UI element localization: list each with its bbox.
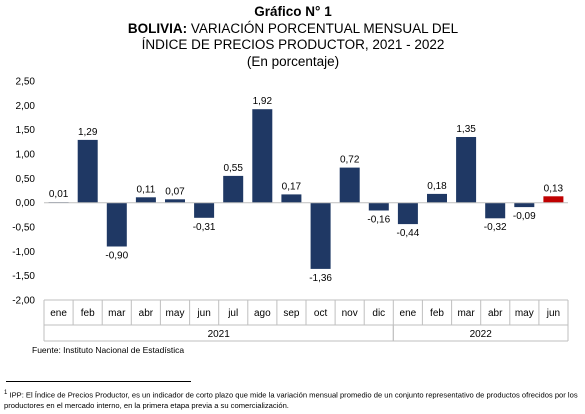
bar-sep: [281, 194, 302, 203]
x-tick-label: nov: [342, 308, 358, 319]
year-label: 2021: [208, 329, 231, 340]
x-tick-label: mar: [457, 308, 475, 319]
source-note: Fuente: Instituto Nacional de Estadístic…: [32, 345, 185, 355]
data-label: 0,17: [282, 181, 302, 192]
x-tick-label: may: [515, 308, 534, 319]
y-tick-label: -1,00: [12, 247, 35, 258]
x-tick-label: jul: [227, 308, 238, 319]
y-axis: 2,50 2,00 1,50 1,00 0,50 0,00 -0,50 -1,00 -1,50 -…: [12, 77, 35, 307]
x-tick-label: feb: [81, 308, 95, 319]
y-tick-label: 2,50: [16, 77, 36, 88]
x-tick-label: ene: [400, 308, 417, 319]
chart-title-line-2: ÍNDICE DE PRECIOS PRODUCTOR, 2021 - 2022: [142, 37, 445, 52]
bar-nov: [339, 167, 360, 203]
bar-dic: [368, 202, 389, 211]
data-label: 0,55: [223, 163, 243, 174]
chart-subtitle: (En porcentaje): [247, 54, 339, 69]
bar-feb: [77, 139, 98, 203]
bar-mar: [456, 137, 477, 203]
footnote-text: IPP: El Índice de Precios Productor, es …: [4, 390, 578, 410]
footnote: 1 IPP: El Índice de Precios Productor, e…: [4, 388, 582, 411]
footnote-divider: [6, 381, 191, 382]
x-tick-label: may: [166, 308, 185, 319]
y-tick-label: 0,50: [16, 174, 36, 185]
chart-number: Gráfico N° 1: [254, 4, 332, 19]
x-tick-label: dic: [372, 308, 385, 319]
bar-feb: [427, 193, 447, 203]
bar-may: [514, 202, 535, 208]
bar-may: [165, 199, 185, 203]
data-label: 0,13: [544, 183, 564, 194]
chart-title-line-1: BOLIVIA: VARIACIÓN PORCENTUAL MENSUAL DE…: [128, 21, 459, 36]
x-tick-label: jun: [546, 308, 560, 319]
bar-abr: [485, 202, 506, 219]
data-label: 0,18: [427, 181, 447, 192]
data-label: -1,36: [309, 273, 332, 284]
x-tick-label: feb: [430, 308, 444, 319]
data-label: -0,44: [397, 228, 420, 239]
y-tick-label: 1,00: [16, 150, 36, 161]
footnote-marker: 1: [4, 390, 8, 396]
bar-ene: [397, 202, 418, 225]
y-tick-label: -0,50: [12, 223, 35, 234]
bar-abr: [135, 197, 156, 203]
data-label: 0,07: [165, 186, 185, 197]
data-label: 0,01: [49, 189, 69, 200]
year-label: 2022: [470, 329, 493, 340]
data-label: 0,11: [137, 184, 156, 195]
x-tick-label: oct: [314, 308, 328, 319]
data-label: -0,32: [484, 222, 507, 233]
x-tick-label: ago: [254, 308, 271, 319]
data-label: -0,16: [367, 215, 390, 226]
x-tick-label: jun: [196, 308, 210, 319]
x-tick-label: sep: [283, 308, 300, 319]
bar-oct: [310, 202, 331, 269]
x-tick-label: mar: [108, 308, 126, 319]
data-label: 1,92: [253, 96, 273, 107]
bar-jul: [223, 175, 244, 203]
y-tick-label: -2,00: [12, 296, 35, 307]
data-label: -0,31: [193, 222, 216, 233]
data-label: 1,35: [456, 124, 476, 135]
x-tick-label: ene: [50, 308, 67, 319]
x-axis: ene feb mar abr may jun jul ago sep oct nov dic ene f…: [43, 202, 569, 342]
data-label: 1,29: [78, 127, 98, 138]
plot-area: 0,01 1,29 -0,90 0,11 0,07 -0,31 0,55 1,92 0,17 -1…: [48, 96, 564, 284]
x-tick-label: abr: [488, 308, 503, 319]
y-tick-label: -1,50: [12, 271, 35, 282]
bar-jun: [543, 196, 564, 203]
data-label: -0,90: [105, 251, 128, 262]
data-label: 0,72: [340, 155, 360, 166]
x-tick-label: abr: [139, 308, 154, 319]
y-tick-label: 0,00: [16, 198, 36, 209]
data-label: -0,09: [513, 211, 536, 222]
bar-jun: [194, 202, 215, 218]
bar-ago: [252, 109, 273, 203]
y-tick-label: 2,00: [16, 101, 36, 112]
y-tick-label: 1,50: [16, 125, 36, 136]
bar-mar: [106, 202, 127, 247]
chart: Gráfico N° 1 BOLIVIA: VARIACIÓN PORCENTU…: [12, 4, 569, 342]
